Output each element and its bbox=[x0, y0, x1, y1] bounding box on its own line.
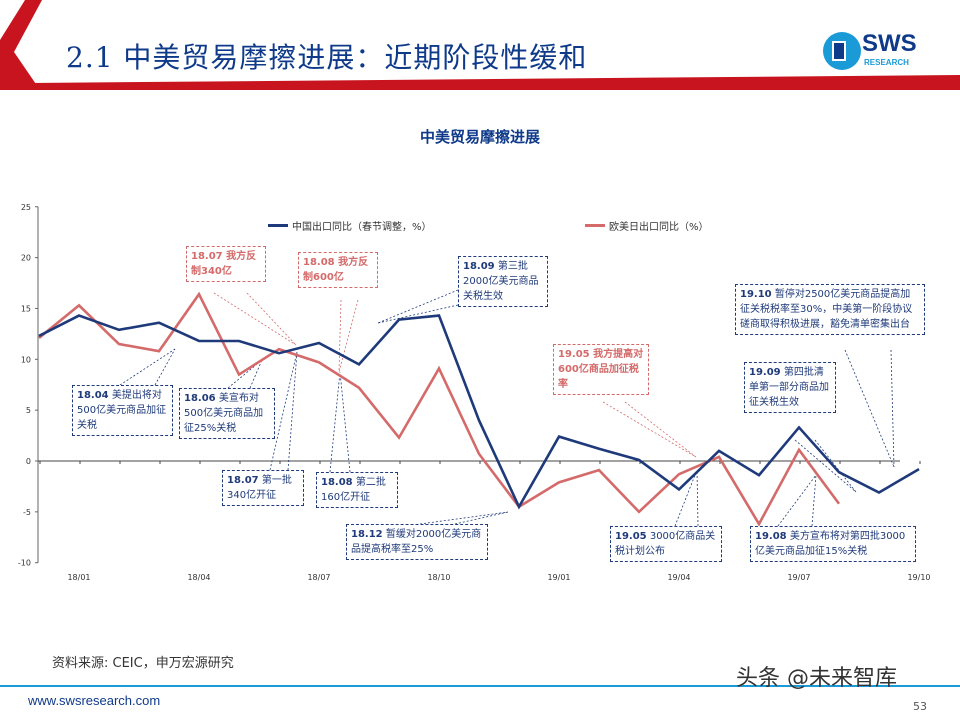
logo-emblem-icon bbox=[823, 32, 861, 70]
y-tick-label: 25 bbox=[21, 203, 31, 212]
website-link[interactable]: www.swsresearch.com bbox=[28, 693, 161, 708]
annotation-date: 18.07 bbox=[191, 251, 223, 262]
annotation-box: 19.09 第四批清单第一部分商品加征关税生效 bbox=[744, 362, 836, 413]
annotation-text: 第一批340亿开征 bbox=[227, 475, 292, 501]
annotation-text: 美提出将对500亿美元商品加征关税 bbox=[77, 390, 167, 431]
annotation-date: 19.10 bbox=[740, 289, 772, 300]
header-banner bbox=[0, 0, 960, 90]
legend-swatch bbox=[585, 224, 605, 227]
series-line-china bbox=[38, 314, 920, 510]
annotation-box: 19.05 3000亿商品关税计划公布 bbox=[610, 526, 722, 562]
annotation-date: 18.04 bbox=[77, 390, 109, 401]
page-number: 53 bbox=[913, 700, 927, 713]
y-tick-label: 15 bbox=[21, 304, 31, 313]
annotation-date: 18.12 bbox=[351, 529, 383, 540]
y-tick-label: 0 bbox=[26, 457, 31, 466]
annotation-text: 3000亿商品关税计划公布 bbox=[615, 531, 716, 557]
y-tick-label: -5 bbox=[23, 508, 31, 517]
annotation-text: 我方提高对600亿商品加征税率 bbox=[558, 349, 644, 390]
y-tick-label: -10 bbox=[18, 559, 31, 568]
y-tick-label: 20 bbox=[21, 254, 31, 263]
x-tick-label: 19/04 bbox=[667, 573, 690, 582]
annotation-date: 19.09 bbox=[749, 367, 781, 378]
legend-swatch bbox=[268, 224, 288, 227]
annotation-date: 18.07 bbox=[227, 475, 259, 486]
x-tick-label: 19/01 bbox=[547, 573, 570, 582]
annotation-box: 19.10 暂停对2500亿美元商品提高加征关税税率至30%，中美第一阶段协议磋… bbox=[735, 284, 925, 335]
x-tick-label: 18/07 bbox=[307, 573, 330, 582]
annotation-box: 18.07 第一批340亿开征 bbox=[222, 470, 304, 506]
annotation-text: 美宣布对500亿美元商品加征25%关税 bbox=[184, 393, 264, 434]
annotation-box: 18.09 第三批2000亿美元商品关税生效 bbox=[458, 256, 548, 307]
sws-logo: SWS RESEARCH bbox=[822, 28, 942, 78]
annotation-date: 18.08 bbox=[303, 257, 335, 268]
annotation-date: 19.05 bbox=[615, 531, 647, 542]
legend-label: 欧美日出口同比（%） bbox=[609, 222, 709, 233]
source-note: 资料来源: CEIC，申万宏源研究 bbox=[52, 656, 234, 671]
x-tick-label: 18/04 bbox=[187, 573, 210, 582]
annotation-box: 18.07 我方反制340亿 bbox=[186, 246, 266, 282]
legend-china: 中国出口同比（春节调整，%） bbox=[268, 218, 432, 233]
annotation-text: 我方反制340亿 bbox=[191, 251, 257, 277]
annotation-box: 19.08 美方宣布将对第四批3000亿美元商品加征15%关税 bbox=[750, 526, 916, 562]
y-tick-label: 5 bbox=[26, 406, 31, 415]
annotation-date: 18.08 bbox=[321, 477, 353, 488]
annotation-box: 18.12 暂缓对2000亿美元商品提高税率至25% bbox=[346, 524, 488, 560]
annotation-text: 暂缓对2000亿美元商品提高税率至25% bbox=[351, 529, 482, 555]
annotation-box: 18.08 我方反制600亿 bbox=[298, 252, 378, 288]
annotation-text: 第四批清单第一部分商品加征关税生效 bbox=[749, 367, 829, 408]
logo-text: SWS bbox=[862, 30, 917, 57]
annotation-date: 18.06 bbox=[184, 393, 216, 404]
annotation-text: 第二批160亿开征 bbox=[321, 477, 386, 503]
annotation-text: 美方宣布将对第四批3000亿美元商品加征15%关税 bbox=[755, 531, 906, 557]
page-title: 2.1 中美贸易摩擦进展：近期阶段性缓和 bbox=[66, 41, 588, 74]
x-tick-label: 18/01 bbox=[67, 573, 90, 582]
annotation-box: 18.08 第二批160亿开征 bbox=[316, 472, 398, 508]
x-tick-label: 19/07 bbox=[787, 573, 810, 582]
annotation-text: 我方反制600亿 bbox=[303, 257, 369, 283]
annotation-date: 19.05 bbox=[558, 349, 590, 360]
chart-title: 中美贸易摩擦进展 bbox=[419, 128, 540, 146]
y-tick-label: 10 bbox=[21, 355, 31, 364]
x-tick-label: 18/10 bbox=[427, 573, 450, 582]
legend-label: 中国出口同比（春节调整，%） bbox=[292, 222, 432, 233]
annotation-box: 18.06 美宣布对500亿美元商品加征25%关税 bbox=[179, 388, 275, 439]
annotation-box: 18.04 美提出将对500亿美元商品加征关税 bbox=[72, 385, 173, 436]
legend-west: 欧美日出口同比（%） bbox=[585, 218, 709, 233]
footer-divider bbox=[0, 685, 960, 687]
annotation-text: 第三批2000亿美元商品关税生效 bbox=[463, 261, 539, 302]
annotation-box: 19.05 我方提高对600亿商品加征税率 bbox=[553, 344, 649, 395]
annotation-date: 18.09 bbox=[463, 261, 495, 272]
logo-subtext: RESEARCH bbox=[864, 58, 909, 67]
annotation-text: 暂停对2500亿美元商品提高加征关税税率至30%，中美第一阶段协议磋商取得积极进… bbox=[740, 289, 913, 330]
x-tick-label: 19/10 bbox=[907, 573, 930, 582]
annotation-date: 19.08 bbox=[755, 531, 787, 542]
watermark: 头条 @未来智库 bbox=[736, 666, 897, 691]
